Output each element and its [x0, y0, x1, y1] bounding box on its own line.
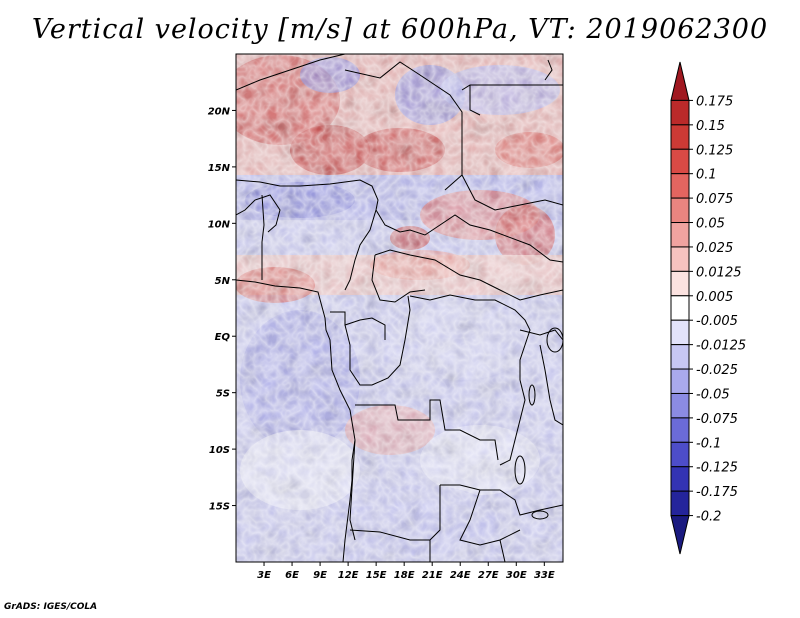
- x-tick-label: 15E: [366, 570, 387, 581]
- colorbar: 0.175 0.15 0.125 0.1 0.075 0.05 0.025 0.0125 0.0…: [670, 61, 746, 555]
- y-tick-label: 5S: [216, 389, 230, 400]
- y-tick-label: 10N: [208, 219, 231, 230]
- colorbar-swatch: [670, 344, 690, 370]
- colorbar-label: -0.075: [696, 412, 738, 427]
- map-frame: [235, 53, 564, 563]
- colorbar-label: -0.0125: [696, 339, 746, 354]
- colorbar-label: -0.1: [696, 436, 721, 451]
- x-tick-label: 30E: [506, 570, 527, 581]
- map-borders: [236, 54, 563, 562]
- colorbar-swatch: [670, 173, 690, 199]
- colorbar-label: 0.1: [696, 168, 717, 183]
- x-tick-label: 33E: [534, 570, 555, 581]
- colorbar-label: 0.025: [696, 241, 733, 256]
- colorbar-swatch: [670, 490, 690, 517]
- colorbar-label: -0.005: [696, 314, 738, 329]
- colorbar-swatch: [670, 124, 690, 150]
- x-tick-label: 21E: [422, 570, 443, 581]
- colorbar-label: -0.025: [696, 363, 738, 378]
- colorbar-swatch: [670, 246, 690, 272]
- colorbar-swatch: [670, 441, 690, 468]
- colorbar-label: 0.125: [696, 143, 733, 158]
- colorbar-label: 0.005: [696, 290, 733, 305]
- y-tick-label: 10S: [209, 445, 230, 456]
- x-tick-label: 18E: [394, 570, 415, 581]
- y-axis: 20N 15N 10N 5N EQ 5S 10S 15S: [208, 106, 236, 513]
- colorbar-swatch: [670, 319, 690, 346]
- colorbar-label: 0.05: [696, 217, 725, 232]
- colorbar-swatch: [670, 270, 690, 297]
- y-tick-label: 15S: [209, 502, 230, 513]
- colorbar-swatch: [670, 417, 690, 443]
- colorbar-swatch: [670, 197, 690, 224]
- colorbar-label: 0.15: [696, 119, 725, 134]
- x-tick-label: 24E: [450, 570, 471, 581]
- colorbar-swatch: [670, 295, 690, 321]
- colorbar-swatch: [670, 466, 690, 492]
- colorbar-swatch-bottom-arrow: [670, 515, 690, 555]
- x-tick-label: 12E: [338, 570, 359, 581]
- colorbar-label: -0.175: [696, 485, 738, 500]
- map-title: Vertical velocity [m/s] at 600hPa, VT: 2…: [31, 14, 769, 45]
- y-tick-label: 5N: [215, 276, 231, 287]
- colorbar-swatch: [670, 222, 690, 248]
- velocity-field: [236, 54, 563, 562]
- x-tick-label: 6E: [285, 570, 299, 581]
- colorbar-swatch: [670, 392, 690, 419]
- colorbar-swatch: [670, 148, 690, 175]
- colorbar-label: 0.075: [696, 192, 733, 207]
- colorbar-swatch-top-arrow: [670, 61, 690, 101]
- colorbar-swatch: [670, 368, 690, 394]
- y-tick-label: 15N: [208, 163, 231, 174]
- colorbar-label: -0.125: [696, 461, 738, 476]
- y-tick-label: EQ: [215, 332, 231, 343]
- x-tick-label: 27E: [478, 570, 499, 581]
- y-tick-label: 20N: [208, 106, 231, 117]
- colorbar-swatch: [670, 99, 690, 126]
- x-axis: 3E 6E 9E 12E 15E 18E 21E 24E 27E 30E 33E: [257, 562, 555, 581]
- footer-credit: GrADS: IGES/COLA: [4, 602, 98, 612]
- colorbar-label: 0.175: [696, 94, 733, 109]
- x-tick-label: 9E: [313, 570, 327, 581]
- colorbar-label: -0.05: [696, 387, 730, 402]
- colorbar-label: 0.0125: [696, 265, 742, 280]
- x-tick-label: 3E: [257, 570, 271, 581]
- colorbar-label: -0.2: [696, 510, 721, 525]
